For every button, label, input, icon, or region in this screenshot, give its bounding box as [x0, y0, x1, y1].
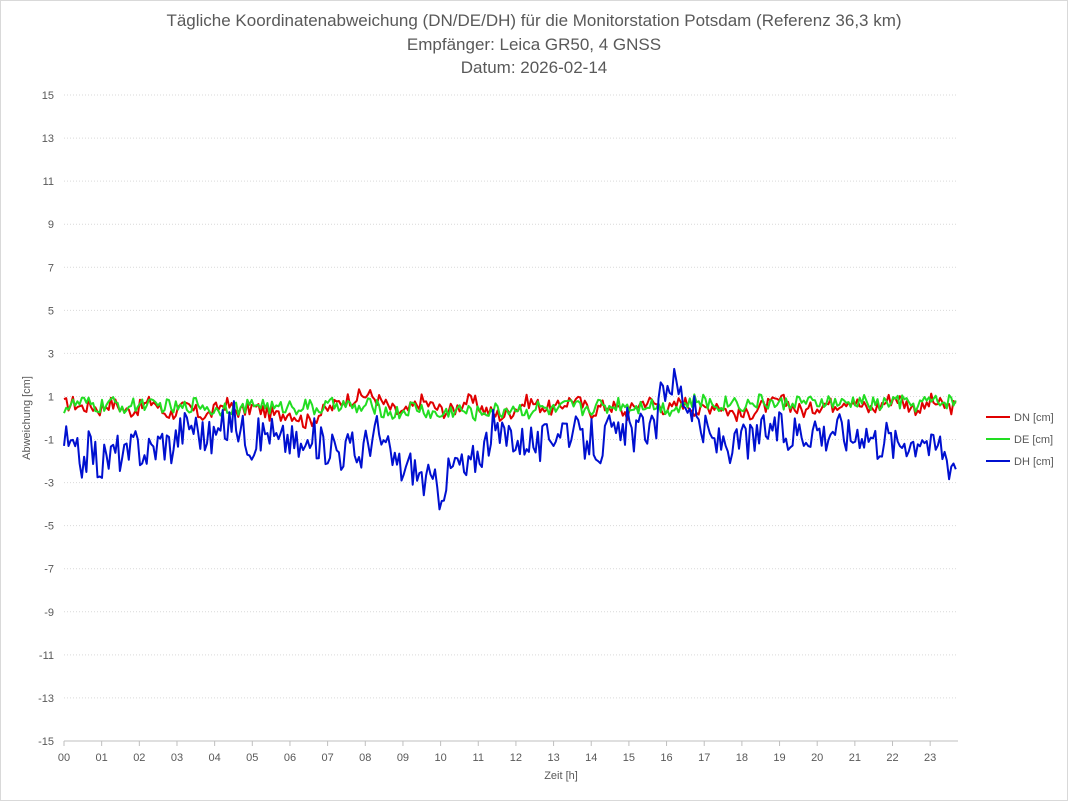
x-tick-label: 13	[547, 752, 559, 764]
x-tick-label: 18	[736, 752, 748, 764]
chart-date: Datum: 2026-02-14	[460, 58, 608, 77]
series-line-dh	[63, 367, 957, 511]
chart-subtitle: Empfänger: Leica GR50, 4 GNSS	[406, 35, 662, 54]
x-tick-label: 10	[434, 752, 446, 764]
x-tick-label: 16	[660, 752, 672, 764]
y-tick-label: 9	[48, 219, 54, 231]
y-tick-label: -3	[44, 478, 54, 490]
x-tick-label: 07	[321, 752, 333, 764]
x-tick-label: 09	[397, 752, 409, 764]
x-tick-label: 00	[58, 752, 70, 764]
x-tick-label: 19	[773, 752, 785, 764]
x-tick-label: 15	[623, 752, 635, 764]
grid-lines	[64, 94, 958, 742]
y-tick-label: 13	[42, 133, 54, 145]
x-tick-label: 02	[133, 752, 145, 764]
y-tick-label: -1	[44, 435, 54, 447]
y-tick-label: -13	[38, 693, 54, 705]
x-tick-label: 08	[359, 752, 371, 764]
y-tick-label: -11	[39, 650, 54, 662]
x-tick-label: 05	[246, 752, 258, 764]
legend-label: DH [cm]	[1014, 456, 1054, 468]
x-tick-label: 03	[171, 752, 183, 764]
y-axis-label: Abweichung [cm]	[21, 376, 33, 460]
y-tick-label: 3	[48, 348, 54, 360]
chart-title: Tägliche Koordinatenabweichung (DN/DE/DH…	[166, 11, 902, 30]
x-axis-ticks: 00 01 02 03 04 05 06 07 08 09 10 11 12 13 14 15 16 17 18 19…	[58, 741, 936, 764]
x-tick-label: 04	[209, 752, 221, 764]
x-tick-label: 06	[284, 752, 296, 764]
y-tick-label: -5	[44, 521, 54, 533]
x-tick-label: 17	[698, 752, 710, 764]
x-tick-label: 23	[924, 752, 936, 764]
x-tick-label: 21	[849, 752, 861, 764]
x-tick-label: 12	[510, 752, 522, 764]
y-tick-label: 15	[42, 90, 54, 102]
y-tick-label: 7	[48, 262, 54, 274]
y-tick-label: -15	[38, 736, 54, 748]
series-line-dn	[63, 388, 957, 430]
x-tick-label: 14	[585, 752, 597, 764]
series-lines	[63, 367, 957, 511]
legend-label: DE [cm]	[1014, 434, 1053, 446]
series-line-de	[63, 393, 957, 422]
legend: DN [cm] DE [cm] DH [cm]	[986, 412, 1054, 468]
y-axis-ticks: 15 13 11 9 7 5 3 1 -1 -3 -5 -7 -9 -11 -13 -15	[38, 90, 54, 748]
y-tick-label: -7	[44, 564, 54, 576]
x-axis-label: Zeit [h]	[544, 770, 578, 782]
x-tick-label: 01	[96, 752, 108, 764]
x-tick-label: 20	[811, 752, 823, 764]
y-tick-label: 11	[43, 176, 54, 188]
y-tick-label: 5	[48, 305, 54, 317]
y-tick-label: 1	[48, 391, 54, 403]
x-tick-label: 11	[473, 752, 484, 764]
x-tick-label: 22	[886, 752, 898, 764]
legend-label: DN [cm]	[1014, 412, 1054, 424]
y-tick-label: -9	[44, 607, 54, 619]
